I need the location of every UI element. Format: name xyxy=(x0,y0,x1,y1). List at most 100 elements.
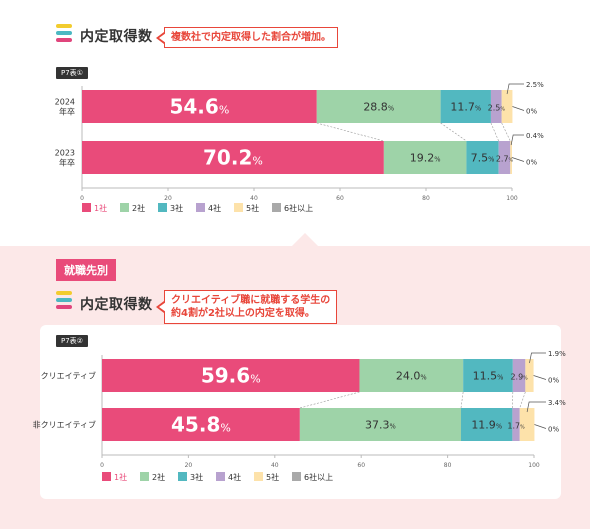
legend-swatch xyxy=(196,203,205,212)
bar-segment xyxy=(440,90,491,123)
bar-segment xyxy=(316,90,441,123)
data-label: 11.9% xyxy=(471,419,502,432)
legend-swatch xyxy=(272,203,281,212)
data-label-unit: % xyxy=(219,104,229,117)
legend-swatch xyxy=(140,472,149,481)
data-label: 19.2% xyxy=(410,152,441,165)
data-label-small: 0% xyxy=(548,377,559,385)
bar-segment xyxy=(82,141,384,174)
x-tick-label: 60 xyxy=(357,462,365,469)
legend-label: 3社 xyxy=(190,472,203,482)
category-label: 年卒 xyxy=(59,107,75,117)
stripe-pink xyxy=(56,305,72,309)
data-label: 7.5% xyxy=(471,152,495,165)
data-label-value: 11.5 xyxy=(473,370,498,383)
bar-segment xyxy=(102,359,360,392)
bar-segment xyxy=(460,408,513,441)
data-label-value: 7.5 xyxy=(471,152,489,165)
legend-label: 5社 xyxy=(246,203,259,213)
leader-line xyxy=(534,424,547,429)
stripe-yellow xyxy=(56,24,72,28)
chart-2-callout: クリエイティブ職に就職する学生の 約4割が2社以上の内定を取得。 xyxy=(155,290,338,324)
stripe-teal xyxy=(56,31,72,35)
connector-line xyxy=(316,122,384,142)
stripe-pink xyxy=(56,38,72,42)
x-tick-label: 100 xyxy=(528,462,540,469)
bar-segment xyxy=(519,408,535,441)
leader-line xyxy=(511,157,525,162)
data-label-unit: % xyxy=(434,156,440,164)
data-label: 11.7% xyxy=(450,101,481,114)
data-label-unit: % xyxy=(220,422,230,435)
connector-line xyxy=(490,122,499,142)
bar-segment xyxy=(102,408,300,441)
section-label: 就職先別 xyxy=(56,259,116,281)
data-label: 2.7% xyxy=(496,155,514,164)
x-tick-label: 80 xyxy=(422,195,430,202)
x-tick-label: 40 xyxy=(250,195,258,202)
bar-segment xyxy=(498,141,511,174)
bar-segment xyxy=(501,90,513,123)
data-label-unit: % xyxy=(496,423,502,431)
data-label-value: 59.6 xyxy=(201,364,250,388)
section-notch xyxy=(291,233,319,247)
legend-label: 6社以上 xyxy=(304,472,333,482)
x-tick-label: 40 xyxy=(271,462,279,469)
leader-line xyxy=(529,352,546,364)
legend-label: 1社 xyxy=(94,203,107,213)
connector-line xyxy=(519,391,526,409)
data-label-value: 2.5 xyxy=(488,104,501,113)
connector-line xyxy=(299,391,360,409)
data-label-unit: % xyxy=(388,105,394,113)
data-label-value: 24.0 xyxy=(396,370,421,383)
legend-swatch xyxy=(158,203,167,212)
x-tick-label: 0 xyxy=(100,462,104,469)
x-tick-label: 100 xyxy=(506,195,518,202)
legend-swatch xyxy=(254,472,263,481)
data-label-value: 54.6 xyxy=(169,95,218,119)
data-label-unit: % xyxy=(390,423,396,431)
chart-2-callout-line1: クリエイティブ職に就職する学生の xyxy=(171,295,331,306)
data-label-small: 0% xyxy=(526,159,537,167)
data-label-unit: % xyxy=(250,373,260,386)
bar-segment xyxy=(510,141,512,174)
data-label-value: 45.8 xyxy=(171,413,220,437)
leader-line xyxy=(512,106,525,111)
leader-line xyxy=(506,83,524,95)
data-label-value: 2.7 xyxy=(496,155,509,164)
data-label-value: 11.9 xyxy=(471,419,496,432)
bar-segment xyxy=(490,90,502,123)
data-label-value: 19.2 xyxy=(410,152,435,165)
chart-2-table-tag: P7表② xyxy=(56,335,88,347)
data-label-small: 2.5% xyxy=(526,81,544,89)
data-label: 2.9% xyxy=(510,373,528,382)
legend-swatch xyxy=(102,472,111,481)
data-label-unit: % xyxy=(520,425,525,431)
chart-2-title: 内定取得数 xyxy=(80,297,153,313)
chart-1-title: 内定取得数 xyxy=(80,29,153,45)
data-label-unit: % xyxy=(252,155,262,168)
legend-label: 6社以上 xyxy=(284,203,313,213)
data-label-value: 2.9 xyxy=(510,373,523,382)
bar-segment xyxy=(525,359,534,392)
chart-1-table-tag: P7表① xyxy=(56,67,88,79)
category-label: 年卒 xyxy=(59,158,75,168)
category-label: クリエイティブ xyxy=(41,371,96,381)
legend-label: 3社 xyxy=(170,203,183,213)
data-label-small: 0% xyxy=(526,108,537,116)
data-label-value: 1.7 xyxy=(507,422,520,431)
data-label-small: 3.4% xyxy=(548,399,566,407)
leader-line xyxy=(526,401,546,413)
legend-swatch xyxy=(82,203,91,212)
data-label-small: 0% xyxy=(548,426,559,434)
x-tick-label: 0 xyxy=(80,195,84,202)
legend-label: 1社 xyxy=(114,472,127,482)
x-tick-label: 20 xyxy=(185,462,193,469)
data-label: 28.8% xyxy=(363,101,394,114)
chart-1-callout: 複数社で内定取得した割合が増加。 xyxy=(156,27,338,48)
x-tick-label: 60 xyxy=(336,195,344,202)
leader-line xyxy=(533,375,547,380)
bar-segment xyxy=(463,359,513,392)
bar-segment xyxy=(299,408,461,441)
